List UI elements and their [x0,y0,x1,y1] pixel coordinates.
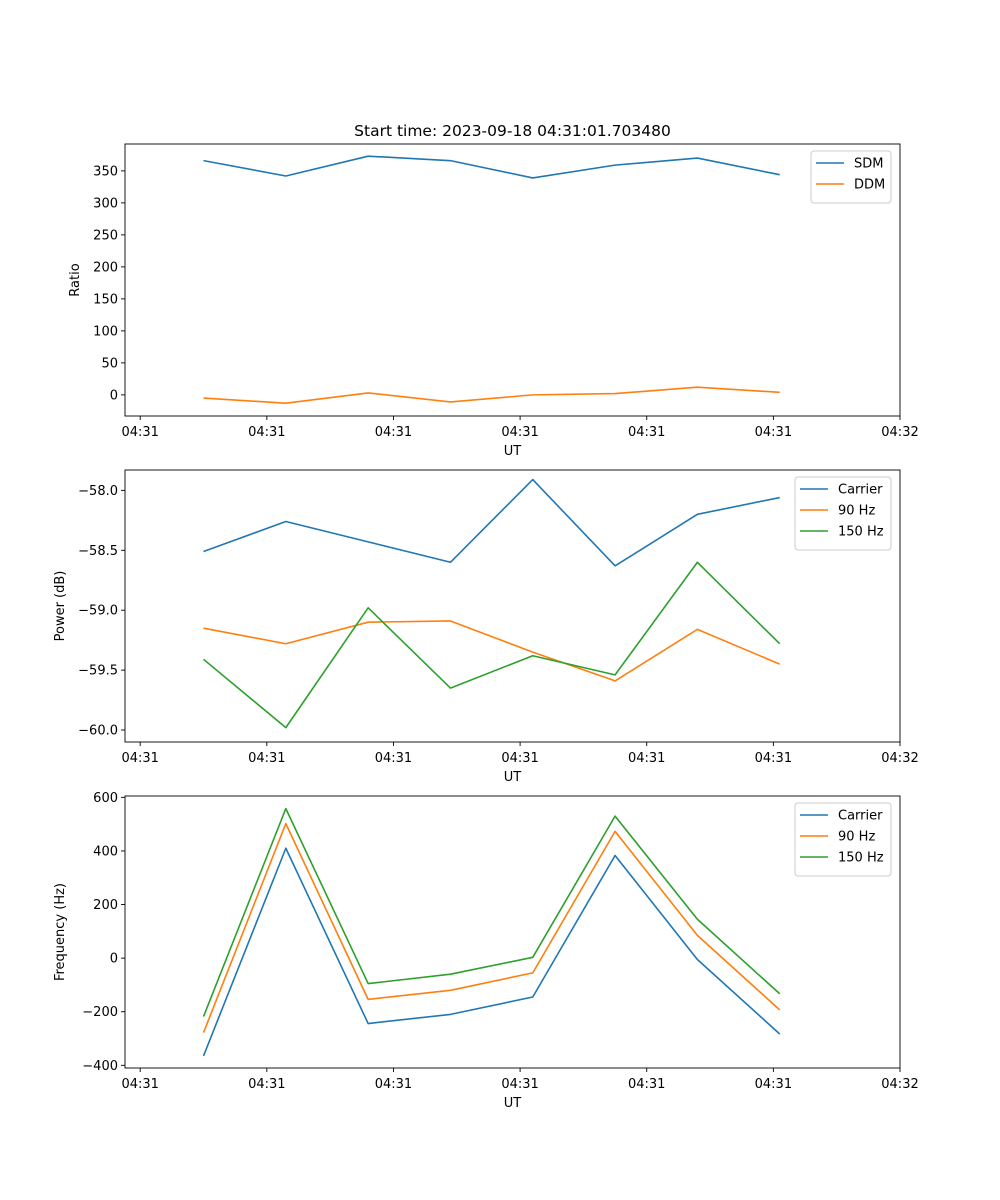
series-line-90-hz [202,822,781,1033]
x-tick-label: 04:31 [248,1077,285,1092]
x-tick-label: 04:32 [881,751,918,766]
y-tick-label: 200 [93,898,118,913]
legend: SDM DDM [810,150,892,204]
y-tick-label: 300 [93,196,118,211]
y-tick-label: −58.0 [78,484,118,499]
y-tick-label: −59.0 [78,604,118,619]
legend-box [810,150,892,204]
y-tick-label: 600 [93,791,118,806]
series-line-carrier [202,847,781,1057]
x-tick-label: 04:31 [248,425,285,440]
x-tick-label: 04:31 [121,425,158,440]
y-axis-label: Frequency (Hz) [53,883,68,981]
x-tick-label: 04:31 [375,1077,412,1092]
legend: Carrier 90 Hz 150 Hz [794,476,892,551]
y-tick-label: −200 [82,1005,118,1020]
y-tick-label: 100 [93,324,118,339]
chart-panel-3: 04:31 04:31 04:31 04:31 04:31 04:31 04:32 −400 −… [53,791,919,1111]
series-line-sdm [203,155,780,179]
x-tick-label: 04:31 [628,1077,665,1092]
y-tick-label: 350 [93,164,118,179]
series-line-ddm [203,386,780,405]
x-tick-label: 04:31 [755,751,792,766]
x-tick-label: 04:31 [501,1077,538,1092]
x-tick-label: 04:31 [755,1077,792,1092]
x-tick-label: 04:31 [375,425,412,440]
y-tick-label: 0 [110,388,118,403]
series-line-carrier [203,478,780,567]
x-axis-label: UT [504,770,522,785]
y-tick-label: 150 [93,292,118,307]
y-tick-label: −60.0 [78,724,118,739]
x-tick-label: 04:31 [628,425,665,440]
y-tick-label: 400 [93,844,118,859]
axes-frame [124,469,901,743]
x-tick-label: 04:32 [881,1077,918,1092]
x-tick-label: 04:31 [501,425,538,440]
axes-frame [124,795,901,1069]
y-tick-label: 50 [101,356,118,371]
legend-label-90-hz: 90 Hz [838,830,875,845]
y-axis-label: Power (dB) [53,571,68,642]
x-tick-label: 04:31 [628,751,665,766]
y-tick-label: −58.5 [78,544,118,559]
chart-panel-2: 04:31 04:31 04:31 04:31 04:31 04:31 04:32 −60.0… [53,469,919,785]
y-tick-label: 0 [110,952,118,967]
series-line-90-hz [203,620,781,682]
legend: Carrier 90 Hz 150 Hz [794,802,892,877]
x-tick-label: 04:31 [375,751,412,766]
x-tick-label: 04:31 [501,751,538,766]
legend-label-carrier: Carrier [838,809,883,824]
x-axis-label: UT [504,1096,522,1111]
y-tick-label: −400 [82,1059,118,1074]
x-tick-label: 04:31 [121,1077,158,1092]
x-tick-label: 04:32 [881,425,918,440]
legend-label-ddm: DDM [854,178,885,193]
x-tick-label: 04:31 [755,425,792,440]
legend-label-sdm: SDM [854,157,883,172]
y-tick-label: 250 [93,228,118,243]
series-line-150-hz [202,561,781,729]
legend-label-150-hz: 150 Hz [838,525,884,540]
legend-label-150-hz: 150 Hz [838,851,884,866]
x-axis-label: UT [504,444,522,459]
y-tick-label: 200 [93,260,118,275]
chart-panel-1: Start time: 2023-09-18 04:31:01.703480 04… [68,122,919,459]
legend-label-carrier: Carrier [838,483,883,498]
series-line-150-hz [202,807,781,1017]
y-tick-label: −59.5 [78,664,118,679]
x-tick-label: 04:31 [248,751,285,766]
x-tick-label: 04:31 [121,751,158,766]
legend-label-90-hz: 90 Hz [838,504,875,519]
chart-title: Start time: 2023-09-18 04:31:01.703480 [354,122,671,140]
y-axis-label: Ratio [68,263,83,296]
axes-frame [124,143,901,417]
